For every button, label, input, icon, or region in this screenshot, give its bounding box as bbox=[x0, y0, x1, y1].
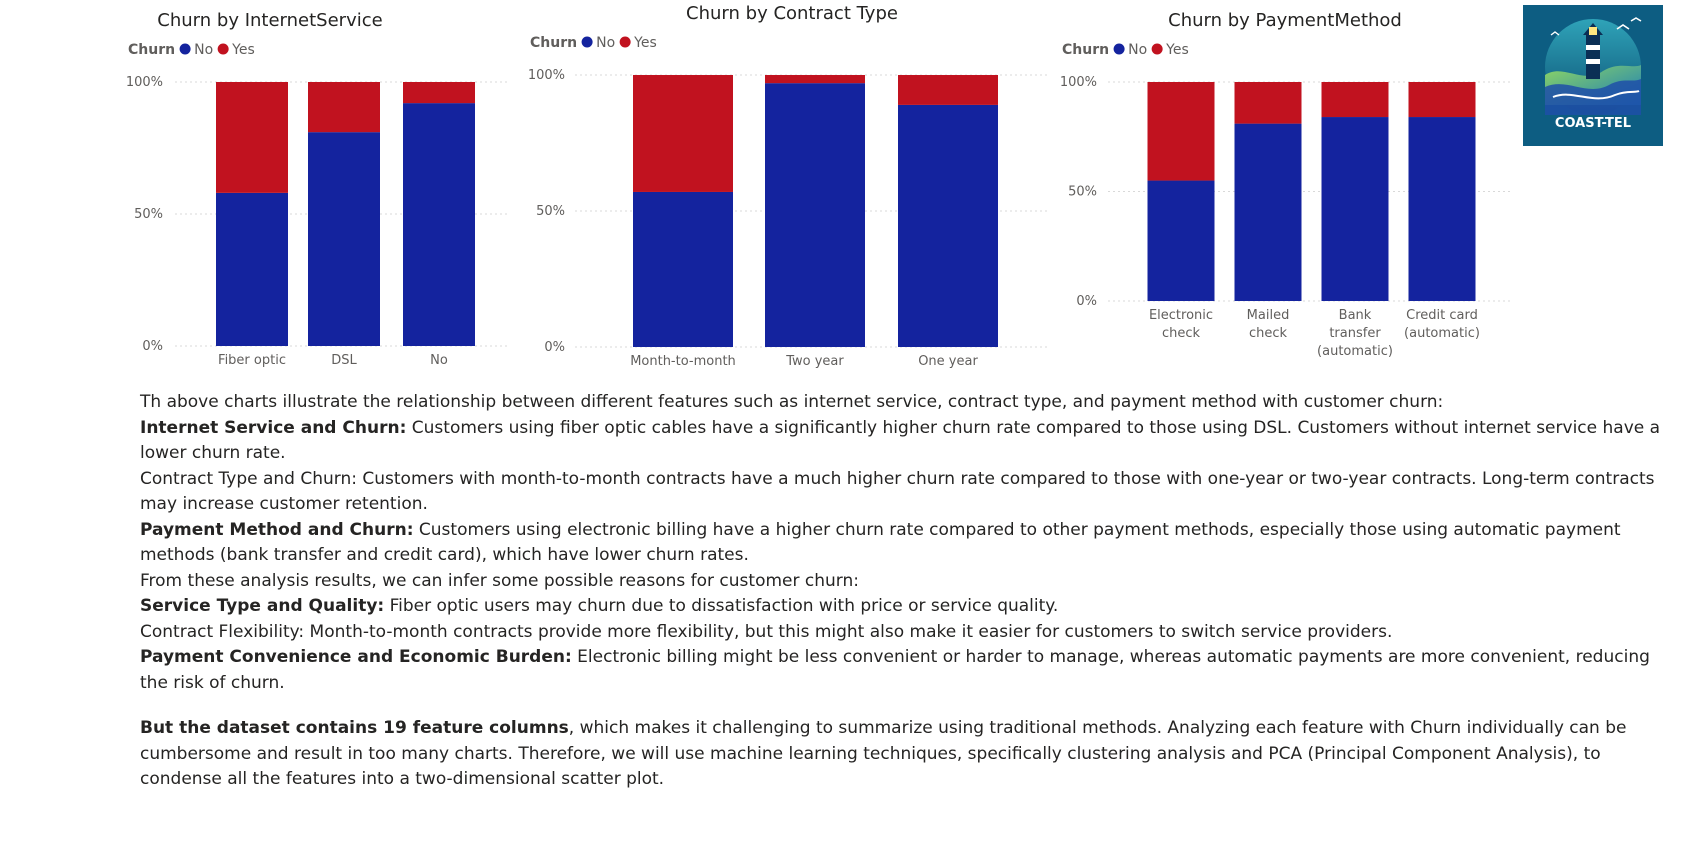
bar-no bbox=[1408, 117, 1476, 301]
infer-paragraph: From these analysis results, we can infe… bbox=[140, 570, 859, 591]
chart-internet-service: Churn by InternetService Churn No Yes 0% 50% 1… bbox=[0, 0, 520, 380]
chart-title-payment: Churn by PaymentMethod bbox=[1168, 10, 1402, 31]
y-tick-label: 50% bbox=[134, 207, 163, 222]
legend-yes-marker bbox=[619, 36, 631, 48]
chart-contract-type-svg: Churn by Contract Type Churn No Yes 0% 50% 100… bbox=[528, 3, 1050, 369]
x-tick-label: Month-to-month bbox=[630, 354, 736, 369]
bar-yes bbox=[308, 82, 380, 133]
legend-no-marker bbox=[179, 43, 191, 55]
convenience-paragraph: Payment Convenience and Economic Burden:… bbox=[140, 645, 1670, 696]
bar-yes bbox=[1234, 82, 1302, 124]
x-tick-label: DSL bbox=[331, 353, 357, 368]
legend-title: Churn bbox=[530, 35, 577, 51]
y-tick-label: 0% bbox=[1076, 294, 1097, 309]
convenience-heading: Payment Convenience and Economic Burden: bbox=[140, 647, 572, 667]
internet-body: Customers using fiber optic cables have … bbox=[140, 417, 1661, 464]
dataset-heading: But the dataset contains 19 feature colu… bbox=[140, 718, 569, 738]
bar-no bbox=[1147, 180, 1215, 301]
convenience-body: Electronic billing might be less conveni… bbox=[140, 647, 1650, 693]
bar-no bbox=[403, 103, 475, 347]
y-tick-label: 100% bbox=[1060, 75, 1097, 90]
analysis-text: Th above charts illustrate the relations… bbox=[140, 390, 1670, 793]
x-tick-label: Fiber optic bbox=[218, 353, 286, 368]
internet-heading: Internet Service and Churn: bbox=[140, 417, 407, 438]
logo-text: COAST-TEL bbox=[1555, 116, 1631, 131]
bar-no bbox=[898, 104, 998, 347]
intro-paragraph: Th above charts illustrate the relations… bbox=[140, 392, 1444, 412]
y-tick-label: 100% bbox=[528, 68, 565, 83]
legend-yes-marker bbox=[217, 43, 229, 55]
payment-body: Customers using electronic billing have … bbox=[140, 519, 1621, 566]
bar-no bbox=[765, 83, 865, 347]
legend-no-marker bbox=[581, 36, 593, 48]
bar-no bbox=[308, 132, 380, 346]
dataset-paragraph: But the dataset contains 19 feature colu… bbox=[140, 716, 1670, 793]
chart-title-contract: Churn by Contract Type bbox=[686, 3, 898, 24]
coast-tel-logo: COAST-TEL bbox=[1523, 5, 1663, 146]
dataset-body: , which makes it challenging to summariz… bbox=[140, 718, 1627, 789]
legend-no-label: No bbox=[596, 35, 615, 51]
y-tick-label: 50% bbox=[536, 204, 565, 219]
bar-yes bbox=[1321, 82, 1389, 118]
bar-yes bbox=[216, 82, 288, 193]
legend-no-label: No bbox=[194, 42, 213, 58]
bar-no bbox=[633, 191, 733, 347]
legend-no-marker bbox=[1113, 43, 1125, 55]
lighthouse-logo-icon: COAST-TEL bbox=[1523, 5, 1663, 146]
x-tick-label: No bbox=[430, 353, 448, 368]
paragraph-gap bbox=[140, 696, 1670, 716]
x-tick-label: Bank transfer (automatic) bbox=[1317, 308, 1393, 359]
x-tick-label: One year bbox=[918, 354, 978, 369]
legend-no-label: No bbox=[1128, 42, 1147, 58]
chart-payment-method: Churn by PaymentMethod Churn No Yes 0% 50% 100… bbox=[1040, 0, 1520, 380]
payment-paragraph: Payment Method and Churn: Customers usin… bbox=[140, 518, 1670, 569]
legend-yes-label: Yes bbox=[231, 42, 255, 58]
x-tick-label: Two year bbox=[785, 354, 844, 369]
bar-no bbox=[1234, 123, 1302, 301]
y-tick-label: 0% bbox=[544, 340, 565, 355]
chart-contract-type: Churn by Contract Type Churn No Yes 0% 50% 100… bbox=[520, 0, 1060, 380]
bar-yes bbox=[403, 82, 475, 104]
legend-yes-label: Yes bbox=[1165, 42, 1189, 58]
bar-no bbox=[216, 192, 288, 346]
flexibility-paragraph: Contract Flexibility: Month-to-month con… bbox=[140, 621, 1393, 642]
chart-title-internet: Churn by InternetService bbox=[157, 10, 382, 31]
service-body: Fiber optic users may churn due to dissa… bbox=[384, 596, 1059, 616]
payment-heading: Payment Method and Churn: bbox=[140, 519, 414, 540]
chart-internet-service-svg: Churn by InternetService Churn No Yes 0% 50% 1… bbox=[126, 10, 508, 368]
contract-paragraph: Contract Type and Churn: Customers with … bbox=[140, 468, 1655, 515]
x-tick-label: Credit card (automatic) bbox=[1404, 308, 1480, 341]
legend-title: Churn bbox=[128, 42, 175, 58]
legend-yes-label: Yes bbox=[633, 35, 657, 51]
bar-no bbox=[1321, 117, 1389, 301]
y-tick-label: 50% bbox=[1068, 185, 1097, 200]
service-heading: Service Type and Quality: bbox=[140, 596, 385, 616]
legend-title: Churn bbox=[1062, 42, 1109, 58]
y-tick-label: 0% bbox=[142, 339, 163, 354]
y-tick-label: 100% bbox=[126, 75, 163, 90]
x-tick-label: Mailed check bbox=[1247, 308, 1290, 341]
bar-yes bbox=[898, 75, 998, 105]
chart-payment-method-svg: Churn by PaymentMethod Churn No Yes 0% 50% 100… bbox=[1060, 10, 1510, 359]
internet-paragraph: Internet Service and Churn: Customers us… bbox=[140, 416, 1670, 467]
service-paragraph: Service Type and Quality: Fiber optic us… bbox=[140, 594, 1670, 620]
legend-yes-marker bbox=[1151, 43, 1163, 55]
bar-yes bbox=[1408, 82, 1476, 118]
bar-yes bbox=[633, 75, 733, 192]
x-tick-label: Electronic check bbox=[1149, 308, 1213, 341]
bar-yes bbox=[1147, 82, 1215, 181]
bar-yes bbox=[765, 75, 865, 84]
